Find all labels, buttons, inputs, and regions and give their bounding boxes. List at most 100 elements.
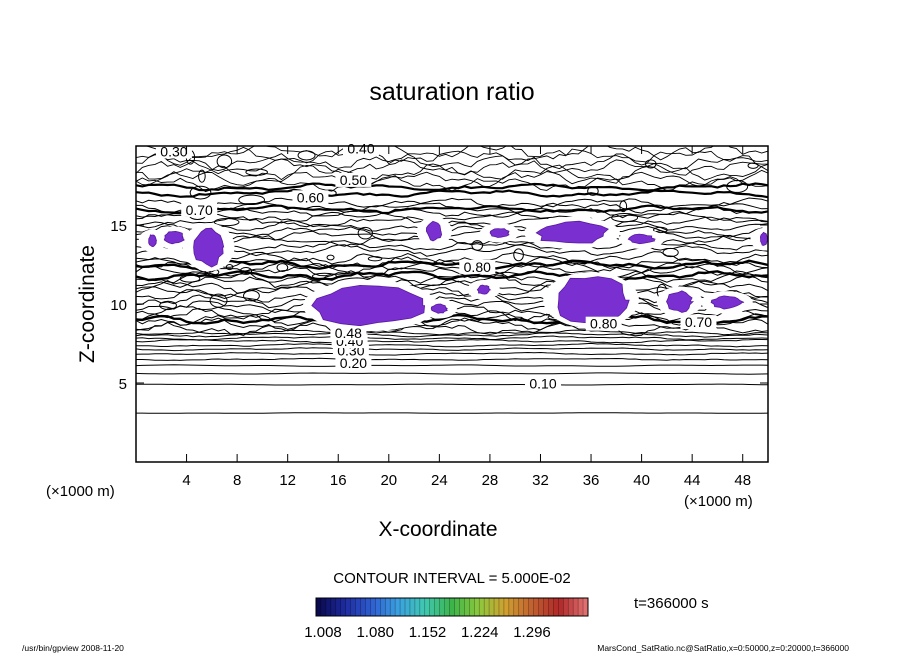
x-unit-right: (×1000 m) [684, 493, 753, 510]
colorbar-tick-label: 1.152 [409, 624, 447, 641]
supersaturated-region [163, 230, 185, 245]
contour-line [136, 244, 768, 257]
colorbar-tick-label: 1.080 [356, 624, 394, 641]
colorbar-swatch [469, 598, 475, 616]
colorbar-swatch [325, 598, 332, 616]
x-tick-label: 28 [482, 472, 499, 489]
colorbar-swatch [484, 598, 490, 616]
colorbar-tick-labels: 1.008 1.080 1.152 1.224 1.296 [304, 624, 551, 641]
colorbar-swatch [583, 598, 589, 616]
contour-line [136, 197, 768, 209]
colorbar-swatch [424, 598, 431, 616]
colorbar-swatch [498, 598, 505, 616]
contour-line [136, 335, 768, 341]
contour-cell [747, 162, 759, 169]
supersaturated-region [148, 234, 158, 248]
supersaturation-regions [138, 216, 768, 332]
contour-line [136, 357, 768, 361]
supersaturated-region [193, 227, 225, 268]
colorbar-swatch [563, 598, 569, 616]
colorbar-swatch [434, 598, 440, 616]
contour-line [136, 220, 768, 232]
colorbar-swatch [553, 598, 559, 616]
contour-line [136, 153, 768, 172]
contour-label-bg [585, 316, 622, 331]
colorbar-swatch [454, 598, 460, 616]
colorbar-swatch [479, 598, 485, 616]
contour-cell [644, 159, 657, 169]
colorbar-swatch [489, 598, 495, 616]
x-tick-label: 20 [380, 472, 397, 489]
contour-label: 0.80 [464, 259, 491, 275]
colorbar-swatch [518, 598, 525, 616]
colorbar-swatch [464, 598, 470, 616]
colorbar-swatch [405, 598, 411, 616]
supersaturated-region [489, 228, 510, 238]
contour-label-bg [330, 326, 367, 341]
y-tick-label: 10 [110, 297, 127, 314]
contour-line [136, 206, 768, 219]
contour-line-bold [136, 313, 768, 326]
colorbar-swatch [330, 598, 337, 616]
supersaturated-region [425, 220, 443, 242]
contour-label: 0.40 [347, 140, 374, 156]
colorbar-swatch [444, 598, 450, 616]
colorbar-swatch [320, 598, 327, 616]
contour-line [136, 339, 768, 344]
x-tick-label: 40 [633, 472, 650, 489]
contour-line [136, 347, 768, 352]
colorbar-swatch [568, 598, 574, 616]
colorbar-swatch [548, 598, 554, 616]
colorbar-swatch [360, 598, 366, 616]
contour-labels: 0.30 0.400.500.600.700.100.200.300.400.48… [155, 140, 717, 392]
contour-line [136, 317, 768, 332]
contour-cell [619, 200, 628, 213]
colorbar-swatch [528, 598, 534, 616]
contour-label: 0.70 [186, 202, 213, 218]
colorbar-swatch [316, 598, 322, 616]
contour-label-bg [181, 202, 218, 217]
supersaturated-region [535, 220, 609, 244]
colorbar-tick-label: 1.224 [461, 624, 499, 641]
x-tick-label: 44 [684, 472, 701, 489]
colorbar-tick-label: 1.296 [513, 624, 551, 641]
contour-cell [245, 168, 268, 176]
contour-cell [726, 180, 749, 193]
contour-line [136, 146, 768, 166]
colorbar-swatch [558, 598, 564, 616]
contour-label: 0.30 [160, 143, 187, 159]
contour-line [136, 163, 768, 181]
colorbar-swatch [409, 598, 416, 616]
time-label: t=366000 s [634, 595, 709, 612]
x-tick-label: 16 [330, 472, 347, 489]
contour-line [136, 351, 768, 356]
contour-line-bold [136, 204, 768, 215]
contour-cell [213, 218, 240, 227]
contour-line [136, 313, 768, 328]
contour-cell [243, 290, 260, 302]
contour-cell [239, 266, 253, 275]
chart-title: saturation ratio [369, 78, 534, 106]
contour-label-bg [680, 315, 717, 330]
colorbar-swatch [355, 598, 361, 616]
contour-line [136, 372, 768, 375]
contour-cell [216, 154, 233, 169]
y-axis-ticks: 5 10 15 [110, 218, 768, 393]
colorbar-swatch [513, 598, 520, 616]
contour-interval-text: CONTOUR INTERVAL = 5.000E-02 [333, 570, 570, 587]
colorbar-swatch [449, 598, 455, 616]
x-axis-ticks: 4 8 12 16 20 24 28 32 36 40 44 48 [182, 146, 751, 489]
colorbar-swatch [503, 598, 510, 616]
colorbar-swatch [523, 598, 529, 616]
contour-label-bg [459, 259, 496, 274]
contour-cell [367, 256, 383, 262]
contour-line-bold [136, 270, 768, 282]
colorbar-swatch [350, 598, 356, 616]
colorbar [315, 597, 589, 617]
y-axis-label: Z-coordinate [76, 245, 99, 363]
supersaturated-region [311, 284, 426, 327]
supersaturated-region [476, 284, 492, 295]
contour-cell [179, 274, 201, 283]
contour-line [136, 332, 768, 338]
contour-cell [276, 263, 289, 272]
